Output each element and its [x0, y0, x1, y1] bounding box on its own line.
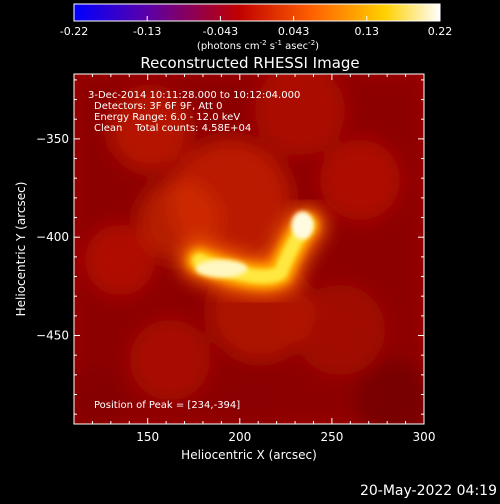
plot-area: 3-Dec-2014 10:11:28.000 to 10:12:04.000 … — [74, 74, 424, 424]
secondary-source — [195, 259, 248, 278]
colorbar-strip — [73, 3, 441, 22]
info-box: 3-Dec-2014 10:11:28.000 to 10:12:04.000 … — [88, 90, 300, 134]
y-tick-label: −350 — [36, 132, 69, 146]
colorbar-tick-label: -0.13 — [133, 25, 161, 38]
colorbar: -0.22 -0.13 -0.043 0.043 0.13 0.22 (photons c… — [60, 3, 452, 52]
x-tick-label: 300 — [413, 430, 436, 444]
colorbar-ticks: -0.22 -0.13 -0.043 0.043 0.13 0.22 — [60, 16, 452, 38]
peak-source — [291, 211, 314, 240]
peak-position-label: Position of Peak = [234,-394] — [94, 400, 240, 411]
footer-timestamp: 20-May-2022 04:19 — [360, 483, 497, 499]
x-axis-label: Heliocentric X (arcsec) — [181, 448, 317, 462]
colorbar-tick-label: 0.22 — [428, 25, 453, 38]
colorbar-unit-label: (photons cm-2 s-1 asec-2) — [197, 39, 319, 52]
info-line-clean: Clean Total counts: 4.58E+04 — [94, 123, 251, 134]
info-line-energy: Energy Range: 6.0 - 12.0 keV — [94, 112, 240, 123]
flare-sources — [180, 206, 326, 296]
x-tick-label: 250 — [320, 430, 343, 444]
info-line-time: 3-Dec-2014 10:11:28.000 to 10:12:04.000 — [88, 90, 300, 101]
colorbar-tick-label: 0.13 — [355, 25, 380, 38]
y-tick-label: −400 — [36, 230, 69, 244]
x-tick-label: 150 — [136, 430, 159, 444]
y-tick-label: −450 — [36, 329, 69, 343]
x-axis: 150 200 250 300 — [73, 74, 436, 444]
colorbar-tick-label: 0.043 — [278, 25, 310, 38]
colorbar-tick-label: -0.043 — [203, 25, 238, 38]
x-tick-label: 200 — [228, 430, 251, 444]
chart-title: Reconstructed RHESSI Image — [140, 54, 359, 72]
info-line-detectors: Detectors: 3F 6F 9F, Att 0 — [94, 101, 222, 112]
y-axis: −350 −400 −450 — [36, 79, 424, 415]
colorbar-tick-label: -0.22 — [60, 25, 88, 38]
plot-frame — [73, 73, 425, 425]
y-axis-label: Heliocentric Y (arcsec) — [14, 182, 28, 317]
